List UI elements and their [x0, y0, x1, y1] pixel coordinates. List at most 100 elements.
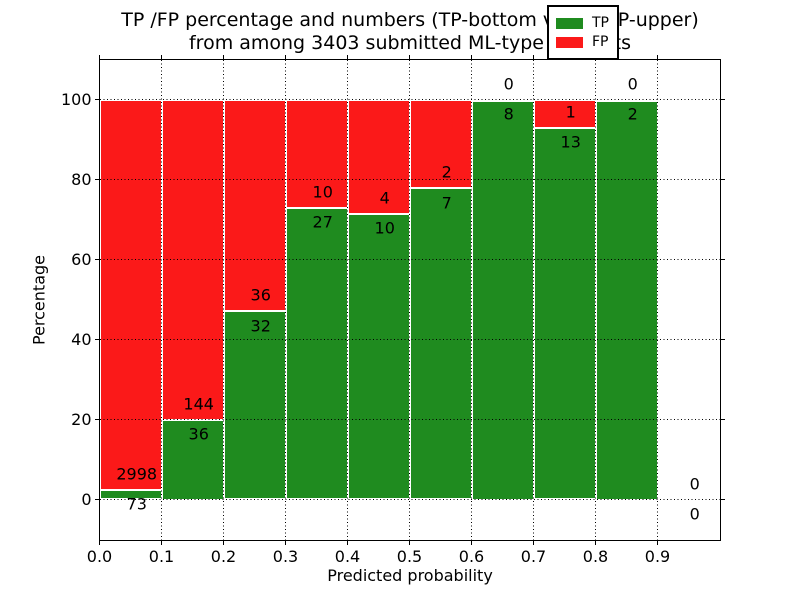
x-tick-label: 0.2 [210, 546, 237, 566]
x-tick-mark-bottom [223, 539, 224, 545]
bar-segment-tp [409, 188, 472, 500]
legend-row: TP [556, 15, 609, 31]
bar-label-tp: 8 [503, 104, 514, 124]
bar-label-fp: 0 [689, 474, 700, 493]
bar-segment-tp [533, 128, 596, 500]
x-tick-mark-top [285, 54, 286, 60]
x-tick-label: 0.1 [148, 546, 175, 566]
legend-label-fp: FP [592, 34, 609, 50]
y-tick-mark-left [94, 419, 100, 420]
legend-label-tp: TP [592, 15, 609, 31]
gridline-horizontal [99, 99, 720, 100]
gridline-vertical [223, 59, 224, 540]
legend: TP FP [547, 5, 619, 60]
x-tick-mark-bottom [533, 539, 534, 545]
bar-label-fp: 2998 [116, 464, 158, 484]
y-tick-mark-right [719, 99, 725, 100]
bar-segment-fp [347, 99, 410, 214]
bar-label-fp: 144 [183, 394, 214, 413]
x-tick-label: 0.8 [582, 546, 609, 566]
bar-label-fp: 4 [379, 188, 390, 208]
y-tick-mark-right [719, 259, 725, 260]
x-tick-label: 0.9 [644, 546, 671, 566]
y-tick-mark-left [94, 499, 100, 500]
gridline-vertical [595, 59, 596, 540]
x-tick-label: 0.4 [334, 546, 361, 566]
bar-segment-tp [347, 213, 410, 500]
bar-label-tp: 2 [627, 104, 638, 124]
x-tick-label: 0.7 [520, 546, 547, 566]
bar-segment-fp [533, 99, 596, 129]
bar-segment-fp [223, 99, 286, 312]
x-tick-mark-top [161, 54, 162, 60]
y-tick-mark-left [94, 339, 100, 340]
bar-label-tp: 32 [250, 316, 271, 336]
bar-segment-fp [99, 99, 162, 490]
gridline-horizontal [99, 179, 720, 180]
x-tick-label: 0.5 [396, 546, 423, 566]
gridline-vertical [657, 59, 658, 540]
gridline-horizontal [99, 339, 720, 340]
bar-label-fp: 10 [312, 182, 333, 202]
bar-segment-tp [223, 311, 286, 500]
bar-label-tp: 27 [312, 212, 333, 232]
bar-label-fp: 1 [565, 102, 576, 122]
gridline-vertical [471, 59, 472, 540]
x-tick-mark-bottom [657, 539, 658, 545]
gridline-horizontal [99, 499, 720, 500]
legend-row: FP [556, 34, 609, 50]
x-axis-label: Predicted probability [327, 566, 493, 585]
x-tick-mark-top [99, 54, 100, 60]
x-tick-mark-top [533, 54, 534, 60]
y-tick-mark-left [94, 99, 100, 100]
y-tick-label: 20 [71, 409, 92, 429]
y-tick-label: 100 [60, 89, 92, 109]
gridline-vertical [533, 59, 534, 540]
y-tick-mark-right [719, 339, 725, 340]
x-tick-mark-bottom [347, 539, 348, 545]
y-tick-mark-right [719, 499, 725, 500]
x-tick-mark-bottom [285, 539, 286, 545]
bar-label-fp: 0 [503, 74, 514, 93]
chart-title-line2: from among 3403 submitted ML-type contac… [188, 32, 632, 54]
bar-label-fp: 0 [627, 74, 638, 93]
gridline-vertical [285, 59, 286, 540]
y-tick-mark-left [94, 179, 100, 180]
gridline-vertical [347, 59, 348, 540]
x-tick-mark-top [347, 54, 348, 60]
y-tick-label: 80 [71, 169, 92, 189]
bar-label-tp: 36 [188, 424, 209, 444]
y-tick-mark-right [719, 179, 725, 180]
bar-label-tp: 10 [374, 218, 395, 238]
bar-label-tp: 7 [441, 193, 452, 213]
legend-swatch-fp [556, 36, 583, 48]
y-tick-label: 0 [81, 489, 92, 509]
x-tick-label: 0.3 [272, 546, 299, 566]
bar-segment-fp [409, 99, 472, 189]
x-tick-mark-bottom [99, 539, 100, 545]
plot-area: 2998 73 144 36 36 32 10 27 4 10 2 7 0 8 1 13 0 2 0 0 0.0 0.1 0… [61, 54, 725, 566]
x-tick-label: 0.0 [86, 546, 113, 566]
bar-segment-tp [285, 207, 348, 500]
y-tick-mark-right [719, 419, 725, 420]
x-tick-mark-top [223, 54, 224, 60]
x-tick-mark-top [409, 54, 410, 60]
bar-segment-tp [471, 99, 534, 500]
bar-label-fp: 36 [250, 285, 271, 305]
x-tick-mark-bottom [471, 539, 472, 545]
x-tick-mark-bottom [595, 539, 596, 545]
x-tick-mark-bottom [161, 539, 162, 545]
gridline-horizontal [99, 259, 720, 260]
bar-label-tp: 73 [126, 494, 147, 514]
gridline-vertical [409, 59, 410, 540]
bar-label-tp: 0 [689, 504, 700, 524]
bar-segment-tp [595, 99, 658, 500]
x-tick-mark-top [471, 54, 472, 60]
bar-label-tp: 13 [560, 132, 581, 152]
y-tick-mark-left [94, 259, 100, 260]
legend-swatch-tp [556, 17, 583, 29]
gridline-vertical [161, 59, 162, 540]
bar-label-fp: 2 [441, 162, 452, 182]
y-tick-label: 40 [71, 329, 92, 349]
